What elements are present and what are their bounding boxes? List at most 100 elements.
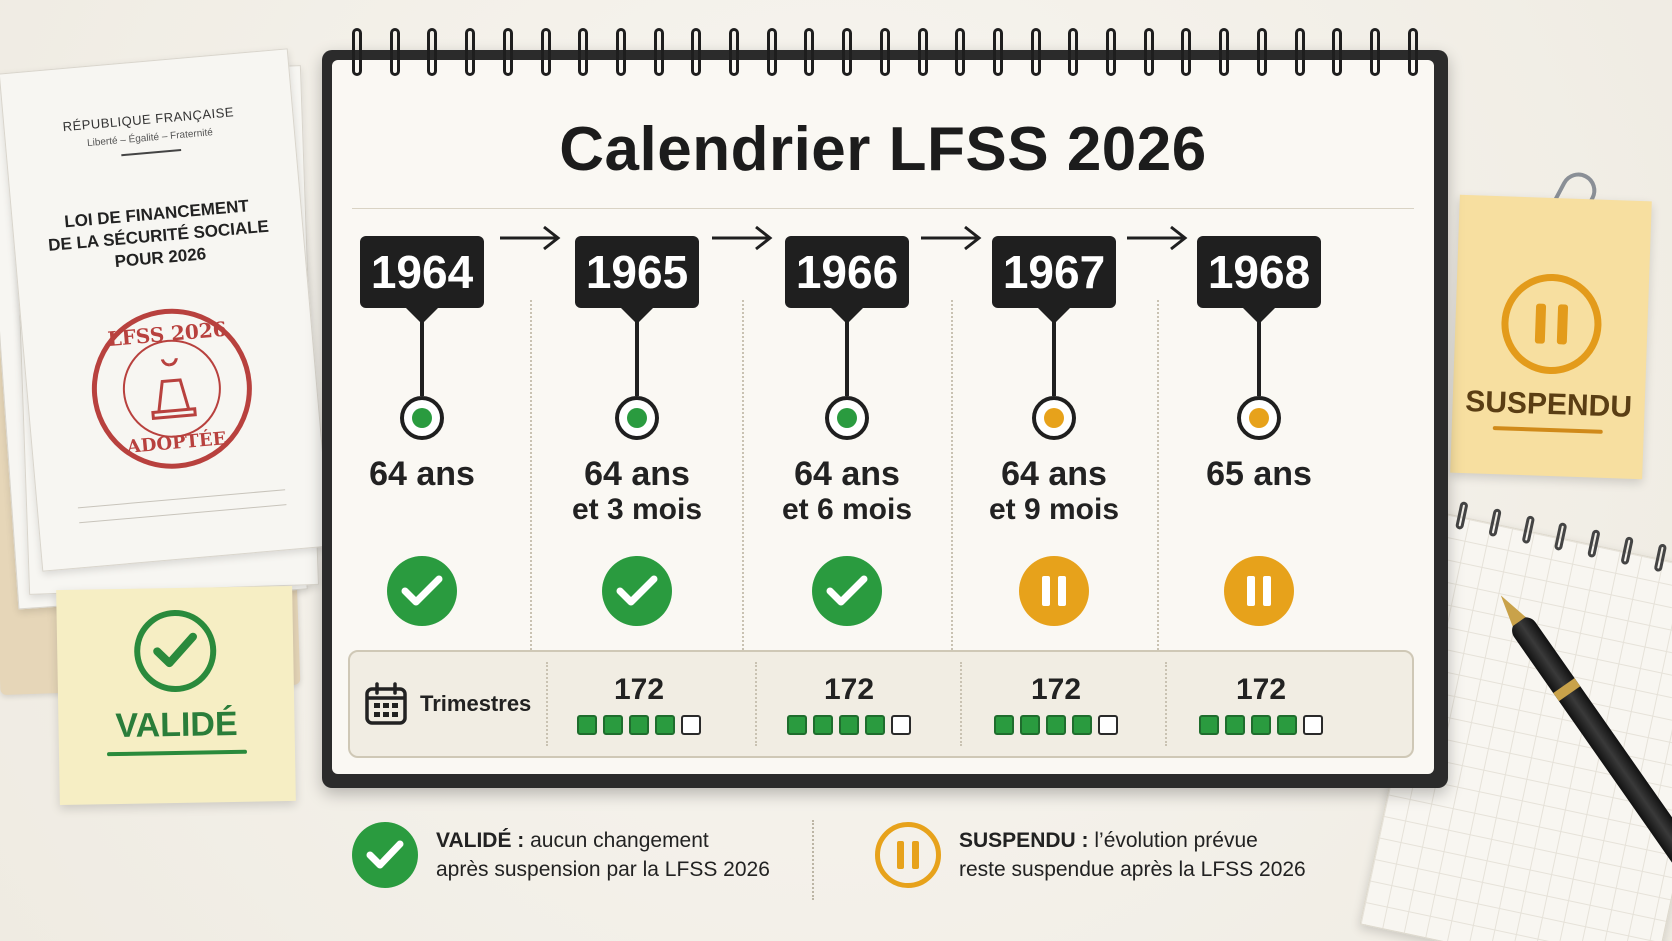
quarter-square — [787, 715, 807, 735]
quarter-square — [1303, 715, 1323, 735]
quarter-square — [577, 715, 597, 735]
age-line: 65 ans — [1206, 455, 1312, 493]
arrow-right-icon — [495, 218, 565, 263]
quarter-square — [813, 715, 833, 735]
age-line: 64 ans — [369, 455, 475, 493]
legend-key: SUSPENDU : — [959, 829, 1089, 852]
pause-icon — [1224, 556, 1294, 626]
underline — [1492, 426, 1603, 434]
check-icon — [133, 609, 217, 693]
adopted-stamp: LFSS 2026 ADOPTÉE — [85, 302, 259, 476]
quarter-square — [1072, 715, 1092, 735]
timeline-node — [1237, 396, 1281, 440]
quarter-squares — [577, 715, 701, 735]
legend-validated-text: VALIDÉ : aucun changement après suspensi… — [436, 826, 770, 884]
timeline-node — [615, 396, 659, 440]
column-divider — [742, 300, 744, 670]
validated-label: VALIDÉ — [115, 704, 238, 746]
trimestres-panel: Trimestres 172 172 172 172 — [348, 650, 1414, 758]
age-label: 65 ans — [1159, 456, 1359, 492]
arrow-right-icon — [916, 218, 986, 263]
law-title: LOI DE FINANCEMENT DE LA SÉCURITÉ SOCIAL… — [32, 193, 285, 280]
year-label: 1968 — [1197, 236, 1321, 308]
legend-desc: après suspension par la LFSS 2026 — [436, 858, 770, 881]
arrow-right-icon — [707, 218, 777, 263]
calendar-icon — [365, 682, 407, 725]
suspended-sticky-note: SUSPENDU — [1450, 194, 1652, 480]
calendar-rings — [352, 28, 1418, 78]
quarter-square — [655, 715, 675, 735]
legend-suspended-text: SUSPENDU : l’évolution prévue reste susp… — [959, 826, 1306, 884]
quarter-square — [1199, 715, 1219, 735]
law-document: RÉPUBLIQUE FRANÇAISE Liberté – Égalité –… — [0, 48, 332, 572]
quarter-square — [839, 715, 859, 735]
quarter-square — [1225, 715, 1245, 735]
legend-suspended: SUSPENDU : l’évolution prévue reste susp… — [875, 822, 1306, 888]
pause-icon — [1019, 556, 1089, 626]
age-line: 64 ans — [584, 455, 690, 493]
validated-sticky-note: VALIDÉ — [56, 585, 296, 806]
trimestres-value: 172 — [1030, 673, 1082, 706]
age-label: 64 ans et 9 mois — [954, 456, 1154, 528]
calendar-title: Calendrier LFSS 2026 — [559, 115, 1207, 184]
legend-validated: VALIDÉ : aucun changement après suspensi… — [352, 822, 770, 888]
arrow-right-icon — [1122, 218, 1192, 263]
quarter-square — [994, 715, 1014, 735]
calendar: Calendrier LFSS 2026 1964 64 ans 1965 64… — [322, 28, 1448, 788]
check-icon — [812, 556, 882, 626]
check-icon — [387, 556, 457, 626]
year-label: 1967 — [992, 236, 1116, 308]
age-line: 64 ans — [1001, 455, 1107, 493]
pause-icon — [875, 822, 941, 888]
pause-icon — [1499, 272, 1604, 376]
legend-desc: reste suspendue après la LFSS 2026 — [959, 858, 1306, 881]
age-line: et 9 mois — [988, 493, 1120, 526]
divider — [352, 208, 1414, 209]
quarter-square — [1020, 715, 1040, 735]
column-divider — [755, 662, 757, 746]
legend-key: VALIDÉ : — [436, 829, 525, 852]
document-stack: RÉPUBLIQUE FRANÇAISE Liberté – Égalité –… — [0, 48, 332, 696]
column-divider — [529, 300, 532, 670]
check-icon — [602, 556, 672, 626]
age-line: et 3 mois — [571, 493, 703, 526]
trimestres-value: 172 — [1235, 673, 1287, 706]
age-line: 64 ans — [794, 455, 900, 493]
quarter-square — [1277, 715, 1297, 735]
timeline-stem — [1257, 316, 1261, 396]
age-label: 64 ans — [322, 456, 522, 492]
trimestres-header: Trimestres — [350, 652, 546, 756]
quarter-square — [1046, 715, 1066, 735]
trimestres-cell: 172 — [539, 652, 739, 756]
column-divider — [960, 662, 962, 746]
underline — [106, 749, 248, 757]
legend-desc: aucun changement — [524, 829, 709, 852]
timeline-column: 1966 64 ans et 6 mois — [747, 216, 947, 686]
legend-desc: l’évolution prévue — [1088, 829, 1258, 852]
trimestres-label: Trimestres — [420, 691, 532, 716]
trimestres-cell: 172 — [1161, 652, 1361, 756]
age-label: 64 ans et 6 mois — [747, 456, 947, 528]
trimestres-value: 172 — [613, 673, 665, 706]
year-label: 1966 — [785, 236, 909, 308]
age-line: et 6 mois — [781, 493, 913, 526]
timeline-column: 1967 64 ans et 9 mois — [954, 216, 1154, 686]
timeline-stem — [420, 316, 424, 396]
document-lines — [58, 487, 306, 525]
column-divider — [950, 300, 953, 670]
divider — [812, 820, 814, 900]
age-label: 64 ans et 3 mois — [537, 456, 737, 528]
timeline-column: 1964 64 ans — [322, 216, 522, 686]
timeline-stem — [1052, 316, 1056, 396]
timeline-node — [825, 396, 869, 440]
column-divider — [1165, 662, 1167, 746]
trimestres-value: 172 — [823, 673, 875, 706]
quarter-square — [681, 715, 701, 735]
quarter-squares — [1199, 715, 1323, 735]
timeline-node — [400, 396, 444, 440]
column-divider — [1156, 300, 1159, 670]
trimestres-cell: 172 — [749, 652, 949, 756]
quarter-squares — [787, 715, 911, 735]
column-divider — [546, 662, 548, 746]
timeline-node — [1032, 396, 1076, 440]
